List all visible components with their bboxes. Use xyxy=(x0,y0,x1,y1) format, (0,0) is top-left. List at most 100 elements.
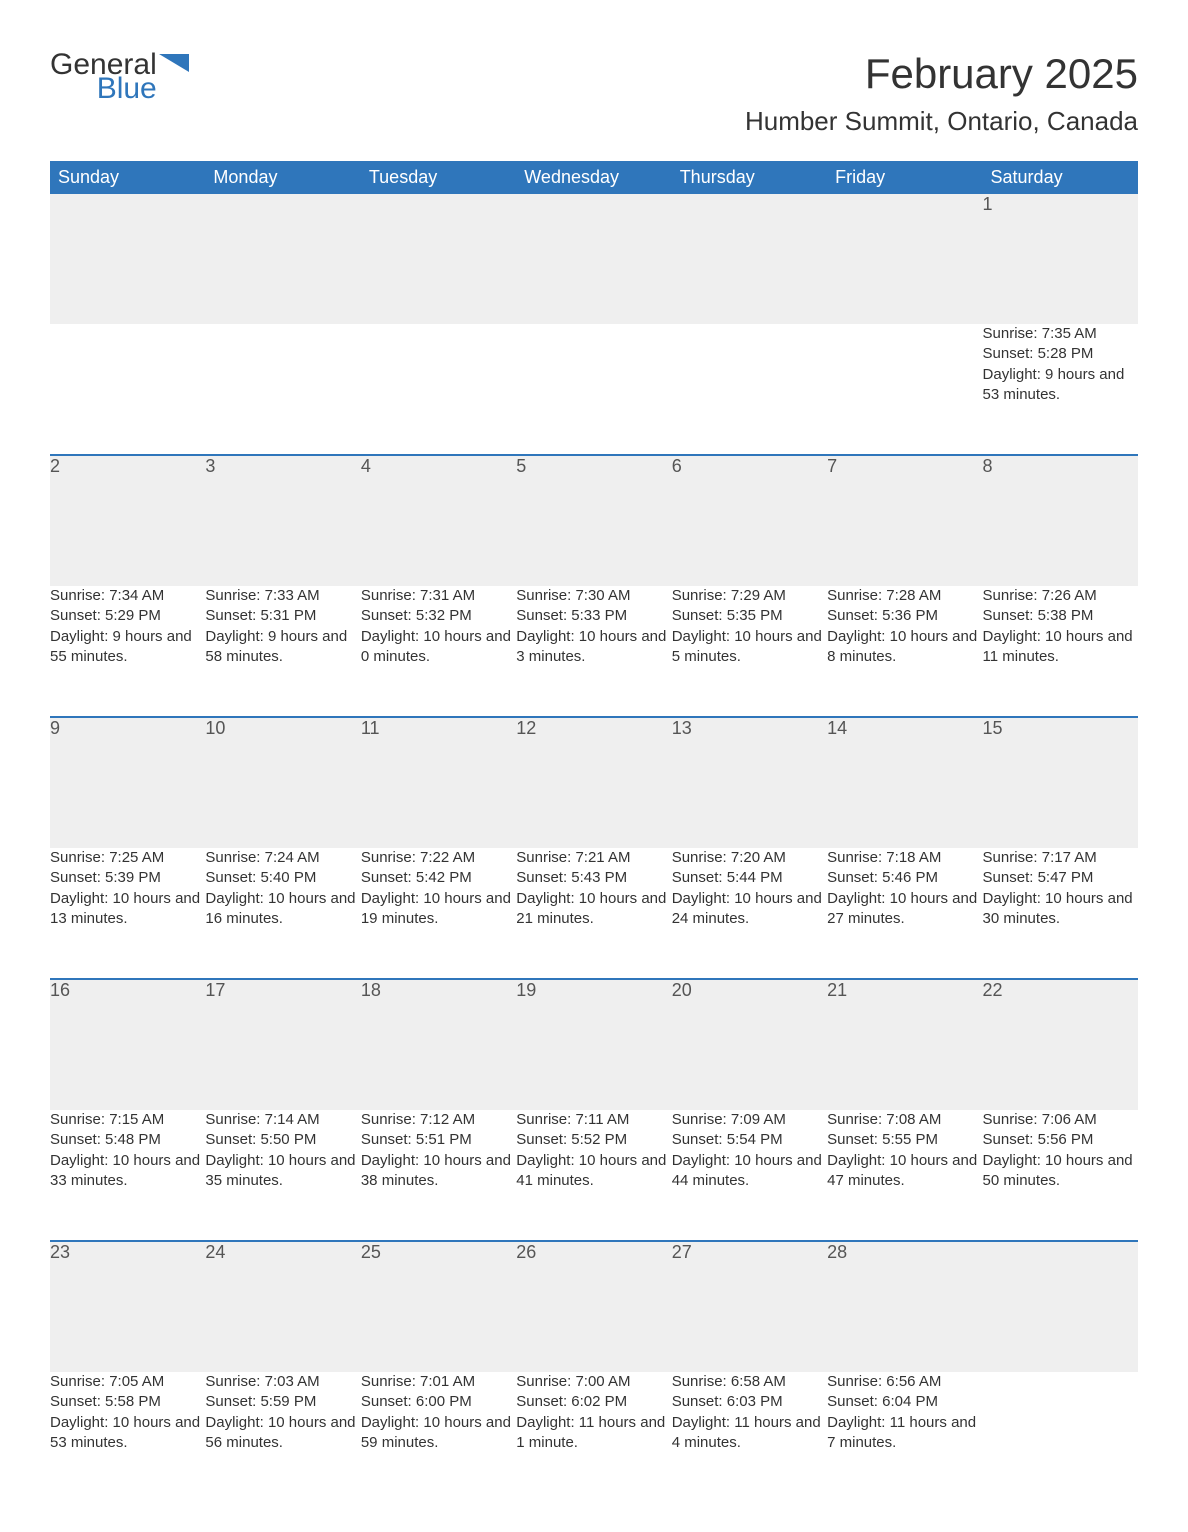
day-body-cell: Sunrise: 7:33 AMSunset: 5:31 PMDaylight:… xyxy=(205,586,360,717)
day-body-cell: Sunrise: 7:20 AMSunset: 5:44 PMDaylight:… xyxy=(672,848,827,979)
day-number-cell: 25 xyxy=(361,1241,516,1372)
sunrise-text: Sunrise: 7:25 AM xyxy=(50,848,205,868)
day-number-cell: 14 xyxy=(827,717,982,848)
day-number-cell xyxy=(50,194,205,324)
brand-wordmark: General Blue xyxy=(50,50,157,104)
sunrise-text: Sunrise: 7:06 AM xyxy=(983,1110,1138,1130)
day-body-cell: Sunrise: 7:21 AMSunset: 5:43 PMDaylight:… xyxy=(516,848,671,979)
day-body-cell: Sunrise: 7:30 AMSunset: 5:33 PMDaylight:… xyxy=(516,586,671,717)
sunset-text: Sunset: 5:35 PM xyxy=(672,606,827,626)
sunset-text: Sunset: 5:58 PM xyxy=(50,1392,205,1412)
day-body-cell: Sunrise: 7:29 AMSunset: 5:35 PMDaylight:… xyxy=(672,586,827,717)
sunset-text: Sunset: 5:44 PM xyxy=(672,868,827,888)
day-body-cell: Sunrise: 7:12 AMSunset: 5:51 PMDaylight:… xyxy=(361,1110,516,1241)
daylight-text: Daylight: 10 hours and 13 minutes. xyxy=(50,889,205,930)
day-number: 25 xyxy=(361,1242,381,1262)
day-number-cell: 6 xyxy=(672,455,827,586)
sunset-text: Sunset: 5:40 PM xyxy=(205,868,360,888)
daylight-text: Daylight: 10 hours and 0 minutes. xyxy=(361,627,516,668)
sunset-text: Sunset: 6:02 PM xyxy=(516,1392,671,1412)
day-number-row: 16171819202122 xyxy=(50,979,1138,1110)
daylight-text: Daylight: 9 hours and 53 minutes. xyxy=(983,365,1138,406)
sunset-text: Sunset: 5:29 PM xyxy=(50,606,205,626)
day-number: 13 xyxy=(672,718,692,738)
day-number: 22 xyxy=(983,980,1003,1000)
sunrise-text: Sunrise: 7:08 AM xyxy=(827,1110,982,1130)
day-number-cell: 4 xyxy=(361,455,516,586)
day-number-cell: 11 xyxy=(361,717,516,848)
weekday-header: Friday xyxy=(827,161,982,194)
day-body-cell: Sunrise: 7:06 AMSunset: 5:56 PMDaylight:… xyxy=(983,1110,1138,1241)
daylight-text: Daylight: 9 hours and 55 minutes. xyxy=(50,627,205,668)
day-number: 21 xyxy=(827,980,847,1000)
daylight-text: Daylight: 10 hours and 11 minutes. xyxy=(983,627,1138,668)
day-body-cell: Sunrise: 7:00 AMSunset: 6:02 PMDaylight:… xyxy=(516,1372,671,1502)
sunrise-text: Sunrise: 7:05 AM xyxy=(50,1372,205,1392)
day-body-cell xyxy=(672,324,827,455)
daylight-text: Daylight: 11 hours and 7 minutes. xyxy=(827,1413,982,1454)
sunset-text: Sunset: 5:33 PM xyxy=(516,606,671,626)
title-block: February 2025 Humber Summit, Ontario, Ca… xyxy=(745,50,1138,151)
calendar-table: Sunday Monday Tuesday Wednesday Thursday… xyxy=(50,161,1138,1502)
day-body-cell xyxy=(827,324,982,455)
day-body-cell: Sunrise: 7:03 AMSunset: 5:59 PMDaylight:… xyxy=(205,1372,360,1502)
daylight-text: Daylight: 10 hours and 5 minutes. xyxy=(672,627,827,668)
sunrise-text: Sunrise: 7:26 AM xyxy=(983,586,1138,606)
day-body-cell xyxy=(983,1372,1138,1502)
sunrise-text: Sunrise: 7:31 AM xyxy=(361,586,516,606)
day-body-cell: Sunrise: 7:01 AMSunset: 6:00 PMDaylight:… xyxy=(361,1372,516,1502)
sunrise-text: Sunrise: 7:15 AM xyxy=(50,1110,205,1130)
sunset-text: Sunset: 5:38 PM xyxy=(983,606,1138,626)
day-number-cell: 15 xyxy=(983,717,1138,848)
day-number-cell: 5 xyxy=(516,455,671,586)
day-number: 26 xyxy=(516,1242,536,1262)
day-body-row: Sunrise: 7:34 AMSunset: 5:29 PMDaylight:… xyxy=(50,586,1138,717)
daylight-text: Daylight: 10 hours and 21 minutes. xyxy=(516,889,671,930)
day-number-cell: 8 xyxy=(983,455,1138,586)
daylight-text: Daylight: 10 hours and 53 minutes. xyxy=(50,1413,205,1454)
day-number: 1 xyxy=(983,194,993,214)
day-number-cell: 2 xyxy=(50,455,205,586)
page-header: General Blue February 2025 Humber Summit… xyxy=(50,50,1138,151)
day-number-cell: 20 xyxy=(672,979,827,1110)
daylight-text: Daylight: 10 hours and 56 minutes. xyxy=(205,1413,360,1454)
sunset-text: Sunset: 5:39 PM xyxy=(50,868,205,888)
day-body-cell: Sunrise: 7:09 AMSunset: 5:54 PMDaylight:… xyxy=(672,1110,827,1241)
day-number: 24 xyxy=(205,1242,225,1262)
day-body-row: Sunrise: 7:25 AMSunset: 5:39 PMDaylight:… xyxy=(50,848,1138,979)
weekday-header: Sunday xyxy=(50,161,205,194)
day-number: 9 xyxy=(50,718,60,738)
day-number: 28 xyxy=(827,1242,847,1262)
day-number-cell: 12 xyxy=(516,717,671,848)
day-number: 8 xyxy=(983,456,993,476)
sunset-text: Sunset: 5:43 PM xyxy=(516,868,671,888)
day-number-cell: 26 xyxy=(516,1241,671,1372)
sunrise-text: Sunrise: 7:30 AM xyxy=(516,586,671,606)
day-number-cell xyxy=(205,194,360,324)
sunset-text: Sunset: 5:59 PM xyxy=(205,1392,360,1412)
daylight-text: Daylight: 10 hours and 47 minutes. xyxy=(827,1151,982,1192)
sunrise-text: Sunrise: 7:22 AM xyxy=(361,848,516,868)
sunrise-text: Sunrise: 7:21 AM xyxy=(516,848,671,868)
day-number: 15 xyxy=(983,718,1003,738)
day-number: 3 xyxy=(205,456,215,476)
sunset-text: Sunset: 5:56 PM xyxy=(983,1130,1138,1150)
sunrise-text: Sunrise: 7:20 AM xyxy=(672,848,827,868)
sunrise-text: Sunrise: 7:12 AM xyxy=(361,1110,516,1130)
daylight-text: Daylight: 10 hours and 35 minutes. xyxy=(205,1151,360,1192)
daylight-text: Daylight: 10 hours and 19 minutes. xyxy=(361,889,516,930)
sunset-text: Sunset: 5:48 PM xyxy=(50,1130,205,1150)
day-body-cell: Sunrise: 7:25 AMSunset: 5:39 PMDaylight:… xyxy=(50,848,205,979)
day-body-row: Sunrise: 7:35 AMSunset: 5:28 PMDaylight:… xyxy=(50,324,1138,455)
day-number-cell: 21 xyxy=(827,979,982,1110)
day-body-cell: Sunrise: 7:15 AMSunset: 5:48 PMDaylight:… xyxy=(50,1110,205,1241)
day-number: 17 xyxy=(205,980,225,1000)
day-body-cell: Sunrise: 7:34 AMSunset: 5:29 PMDaylight:… xyxy=(50,586,205,717)
sunset-text: Sunset: 5:54 PM xyxy=(672,1130,827,1150)
page-title: February 2025 xyxy=(745,50,1138,98)
day-number-cell: 28 xyxy=(827,1241,982,1372)
sunrise-text: Sunrise: 7:14 AM xyxy=(205,1110,360,1130)
day-number-cell xyxy=(361,194,516,324)
day-number-cell: 1 xyxy=(983,194,1138,324)
sunrise-text: Sunrise: 6:58 AM xyxy=(672,1372,827,1392)
